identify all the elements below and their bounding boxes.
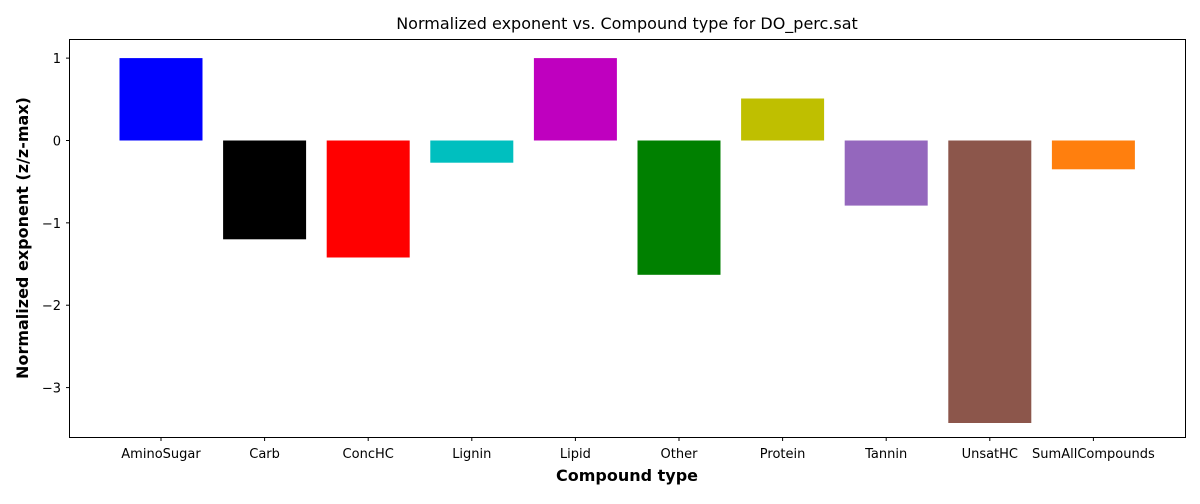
bar-carb <box>223 140 307 240</box>
bar-protein <box>741 98 825 141</box>
x-tick-label: Lipid <box>560 447 591 462</box>
bars-group <box>119 58 1135 423</box>
y-tick-label: 1 <box>53 52 61 67</box>
x-tick-label: ConcHC <box>343 447 394 462</box>
x-tick-label: AminoSugar <box>121 447 201 462</box>
x-tick-label: Carb <box>249 447 280 462</box>
y-tick-label: −2 <box>42 299 61 314</box>
bar-lignin <box>430 140 514 163</box>
bar-other <box>637 140 721 275</box>
plot-frame <box>69 39 1186 438</box>
x-tick-label: UnsatHC <box>962 447 1018 462</box>
y-axis-title: Normalized exponent (z/z-max) <box>13 97 32 379</box>
x-tick-label: Protein <box>760 447 806 462</box>
bar-lipid <box>533 58 617 141</box>
x-tick-label: Tannin <box>864 447 907 462</box>
y-ticks-group: 1 0 −1 −2 −3 <box>42 52 70 397</box>
x-ticks-group: AminoSugar Carb ConcHC Lignin Lipid Other Prot… <box>121 437 1155 462</box>
x-tick-label: Other <box>661 447 699 462</box>
bar-conchc <box>326 140 410 258</box>
bar-aminosugar <box>119 58 203 141</box>
chart-title: Normalized exponent vs. Compound type fo… <box>396 14 858 34</box>
y-tick-label: −1 <box>42 217 61 232</box>
x-tick-label: Lignin <box>452 447 491 462</box>
x-tick-label: SumAllCompounds <box>1032 447 1155 462</box>
y-tick-label: −3 <box>42 382 61 397</box>
x-axis-title: Compound type <box>556 466 698 485</box>
y-tick-label: 0 <box>53 134 61 149</box>
bar-sumallcompounds <box>1051 140 1135 170</box>
bar-unsathc <box>948 140 1032 423</box>
bar-tannin <box>844 140 928 206</box>
